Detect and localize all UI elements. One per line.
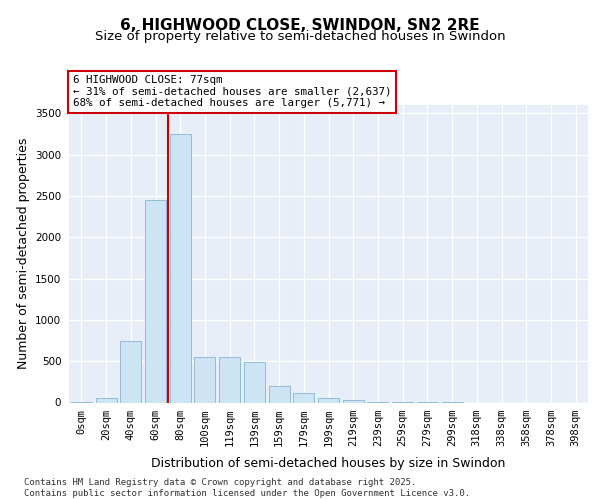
Bar (293, 394, 314, 402)
Bar (318, 398, 339, 402)
Bar (95, 398, 116, 402)
Bar (145, 200, 166, 402)
Bar (269, 386, 290, 402)
Bar (120, 340, 141, 402)
Bar (343, 400, 364, 402)
Bar (194, 357, 215, 403)
Bar (170, 134, 191, 402)
X-axis label: Distribution of semi-detached houses by size in Swindon: Distribution of semi-detached houses by … (151, 458, 506, 470)
Text: 6 HIGHWOOD CLOSE: 77sqm
← 31% of semi-detached houses are smaller (2,637)
68% of: 6 HIGHWOOD CLOSE: 77sqm ← 31% of semi-de… (73, 75, 391, 108)
Text: 6, HIGHWOOD CLOSE, SWINDON, SN2 2RE: 6, HIGHWOOD CLOSE, SWINDON, SN2 2RE (120, 18, 480, 32)
Y-axis label: Number of semi-detached properties: Number of semi-detached properties (17, 138, 29, 370)
Bar (219, 357, 240, 403)
Bar (244, 362, 265, 403)
Text: Contains HM Land Registry data © Crown copyright and database right 2025.
Contai: Contains HM Land Registry data © Crown c… (24, 478, 470, 498)
Text: Size of property relative to semi-detached houses in Swindon: Size of property relative to semi-detach… (95, 30, 505, 43)
